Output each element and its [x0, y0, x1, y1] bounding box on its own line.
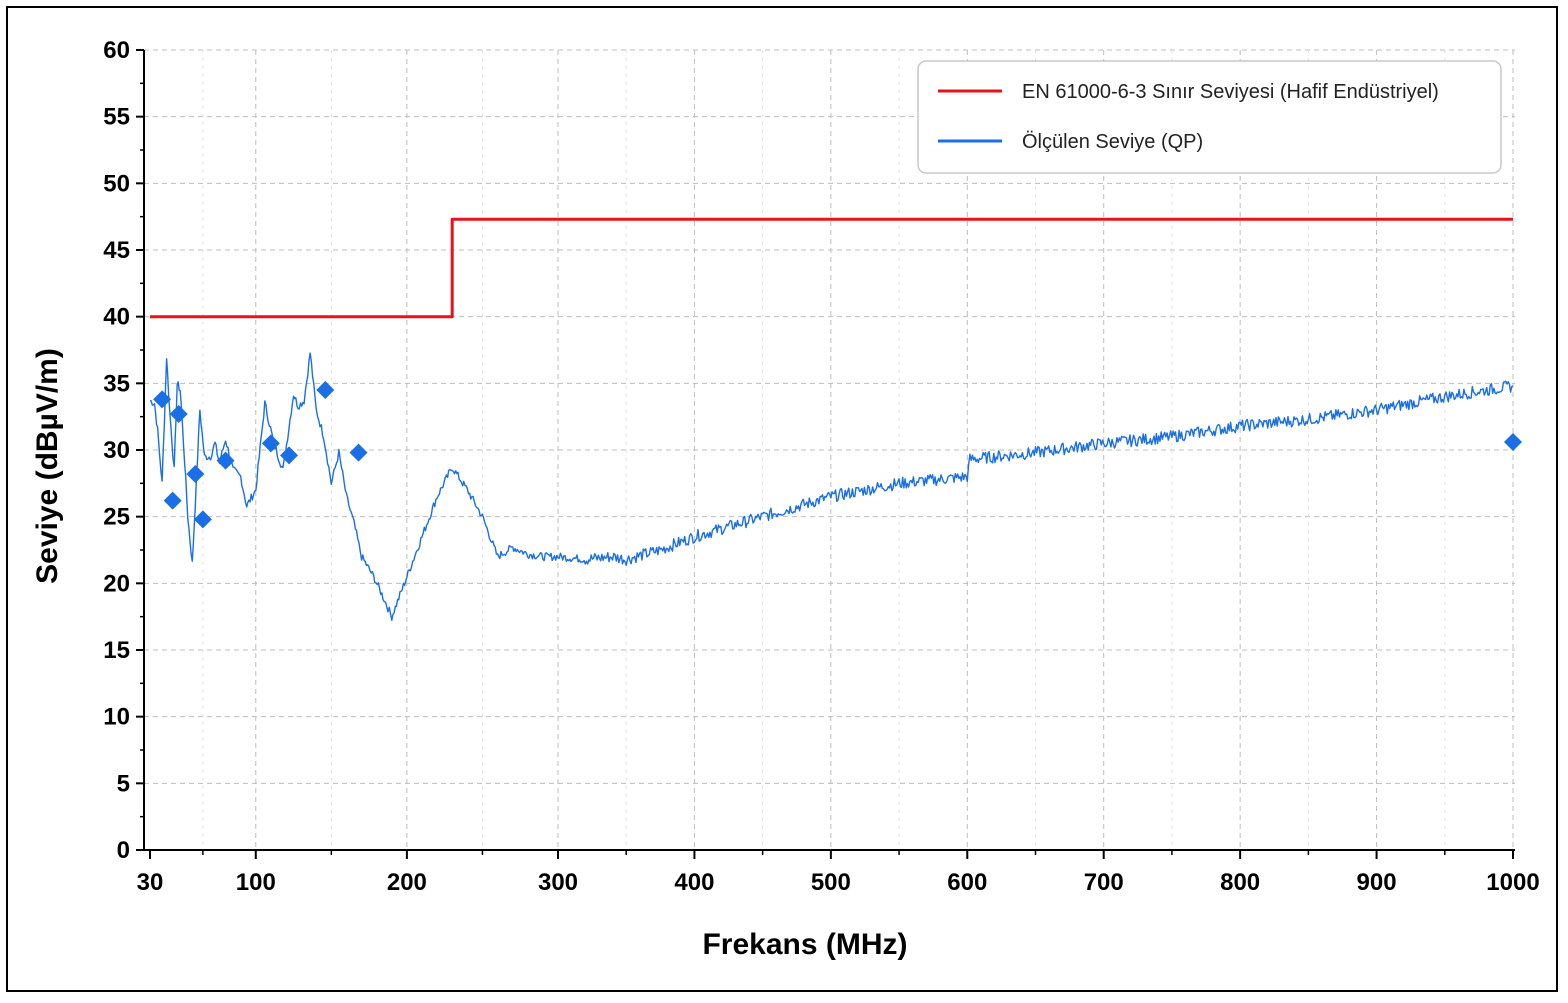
- x-tick-label: 500: [811, 869, 851, 896]
- y-axis-title: Seviye (dBµV/m): [31, 348, 64, 584]
- y-tick-label: 35: [103, 370, 130, 397]
- x-tick-label: 600: [947, 869, 987, 896]
- peak-marker: [261, 434, 280, 453]
- legend-box: [917, 60, 1502, 174]
- y-tick-label: 30: [103, 437, 130, 464]
- y-tick-label: 50: [103, 170, 130, 197]
- x-tick-label: 1000: [1486, 869, 1539, 896]
- legend: EN 61000-6-3 Sınır Seviyesi (Hafif Endüs…: [917, 60, 1502, 174]
- y-tick-label: 25: [103, 504, 130, 531]
- y-tick-label: 10: [103, 704, 130, 731]
- peak-marker: [163, 491, 182, 510]
- peak-marker: [1504, 433, 1522, 451]
- x-tick-label: 700: [1084, 869, 1124, 896]
- peak-marker: [186, 465, 205, 483]
- y-tick-labels: 0 5 10 15 20 25 30 35 40 45 50 55 60: [103, 37, 144, 864]
- y-tick-label: 0: [117, 837, 130, 864]
- peak-marker: [169, 405, 188, 423]
- x-tick-labels: 30 100 200 300 400 500 600 700 800 900 1000: [137, 850, 1540, 896]
- x-tick-label: 900: [1357, 869, 1397, 896]
- peak-marker: [193, 510, 212, 529]
- legend-label-limit: EN 61000-6-3 Sınır Seviyesi (Hafif Endüs…: [1022, 81, 1439, 103]
- peak-marker: [349, 443, 368, 462]
- y-tick-label: 45: [103, 237, 130, 264]
- y-tick-label: 15: [103, 637, 130, 664]
- peak-marker: [153, 390, 172, 409]
- y-tick-label: 20: [103, 570, 130, 597]
- legend-label-measured: Ölçülen Seviye (QP): [1022, 131, 1203, 153]
- x-tick-label: 200: [387, 869, 427, 896]
- y-tick-label: 5: [117, 770, 130, 797]
- x-tick-label: 30: [137, 869, 164, 896]
- y-tick-label: 60: [103, 37, 130, 64]
- x-axis-title: Frekans (MHz): [702, 928, 907, 961]
- y-tick-label: 40: [103, 304, 130, 331]
- x-tick-label: 300: [538, 869, 578, 896]
- peak-markers: [153, 381, 1522, 529]
- y-tick-label: 55: [103, 104, 130, 131]
- x-tick-label: 400: [674, 869, 714, 896]
- limit-line-series: [150, 217, 1513, 319]
- minor-ticks: [140, 82, 1446, 855]
- peak-marker: [216, 451, 235, 470]
- measured-line-series: [149, 352, 1514, 622]
- plot-series: [149, 217, 1514, 622]
- peak-marker: [280, 446, 299, 465]
- x-tick-label: 800: [1220, 869, 1260, 896]
- peak-marker: [316, 381, 335, 399]
- grid-lines: [144, 49, 1515, 850]
- x-tick-label: 100: [236, 869, 276, 896]
